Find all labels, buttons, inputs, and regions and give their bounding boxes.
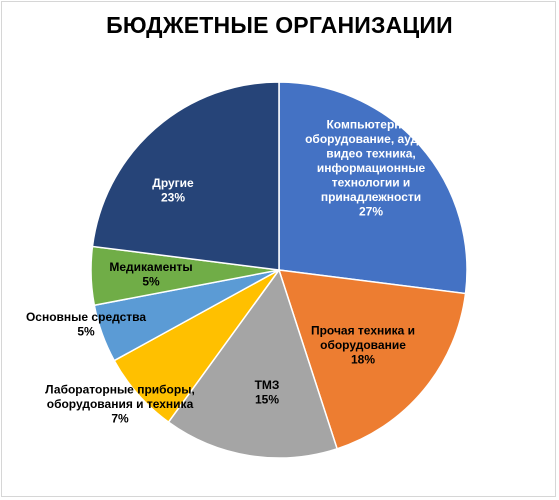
chart-title: БЮДЖЕТНЫЕ ОРГАНИЗАЦИИ xyxy=(106,12,453,38)
pie-slice xyxy=(167,268,339,459)
pie-slice xyxy=(278,81,468,295)
slice-label: Прочая техника и оборудование 18% xyxy=(311,324,415,367)
pie-slice xyxy=(277,269,467,450)
slice-label: ТМЗ 15% xyxy=(255,378,280,407)
slice-label: Компьютерное оборудование, аудио-видео те… xyxy=(305,118,437,219)
pie-slice xyxy=(91,81,280,271)
slice-label: Медикаменты 5% xyxy=(109,260,192,289)
slice-label: Основные средства 5% xyxy=(26,310,146,339)
slice-label: Другие 23% xyxy=(152,176,194,205)
slice-label: Лабораторные приборы, оборудования и техн… xyxy=(45,383,195,426)
